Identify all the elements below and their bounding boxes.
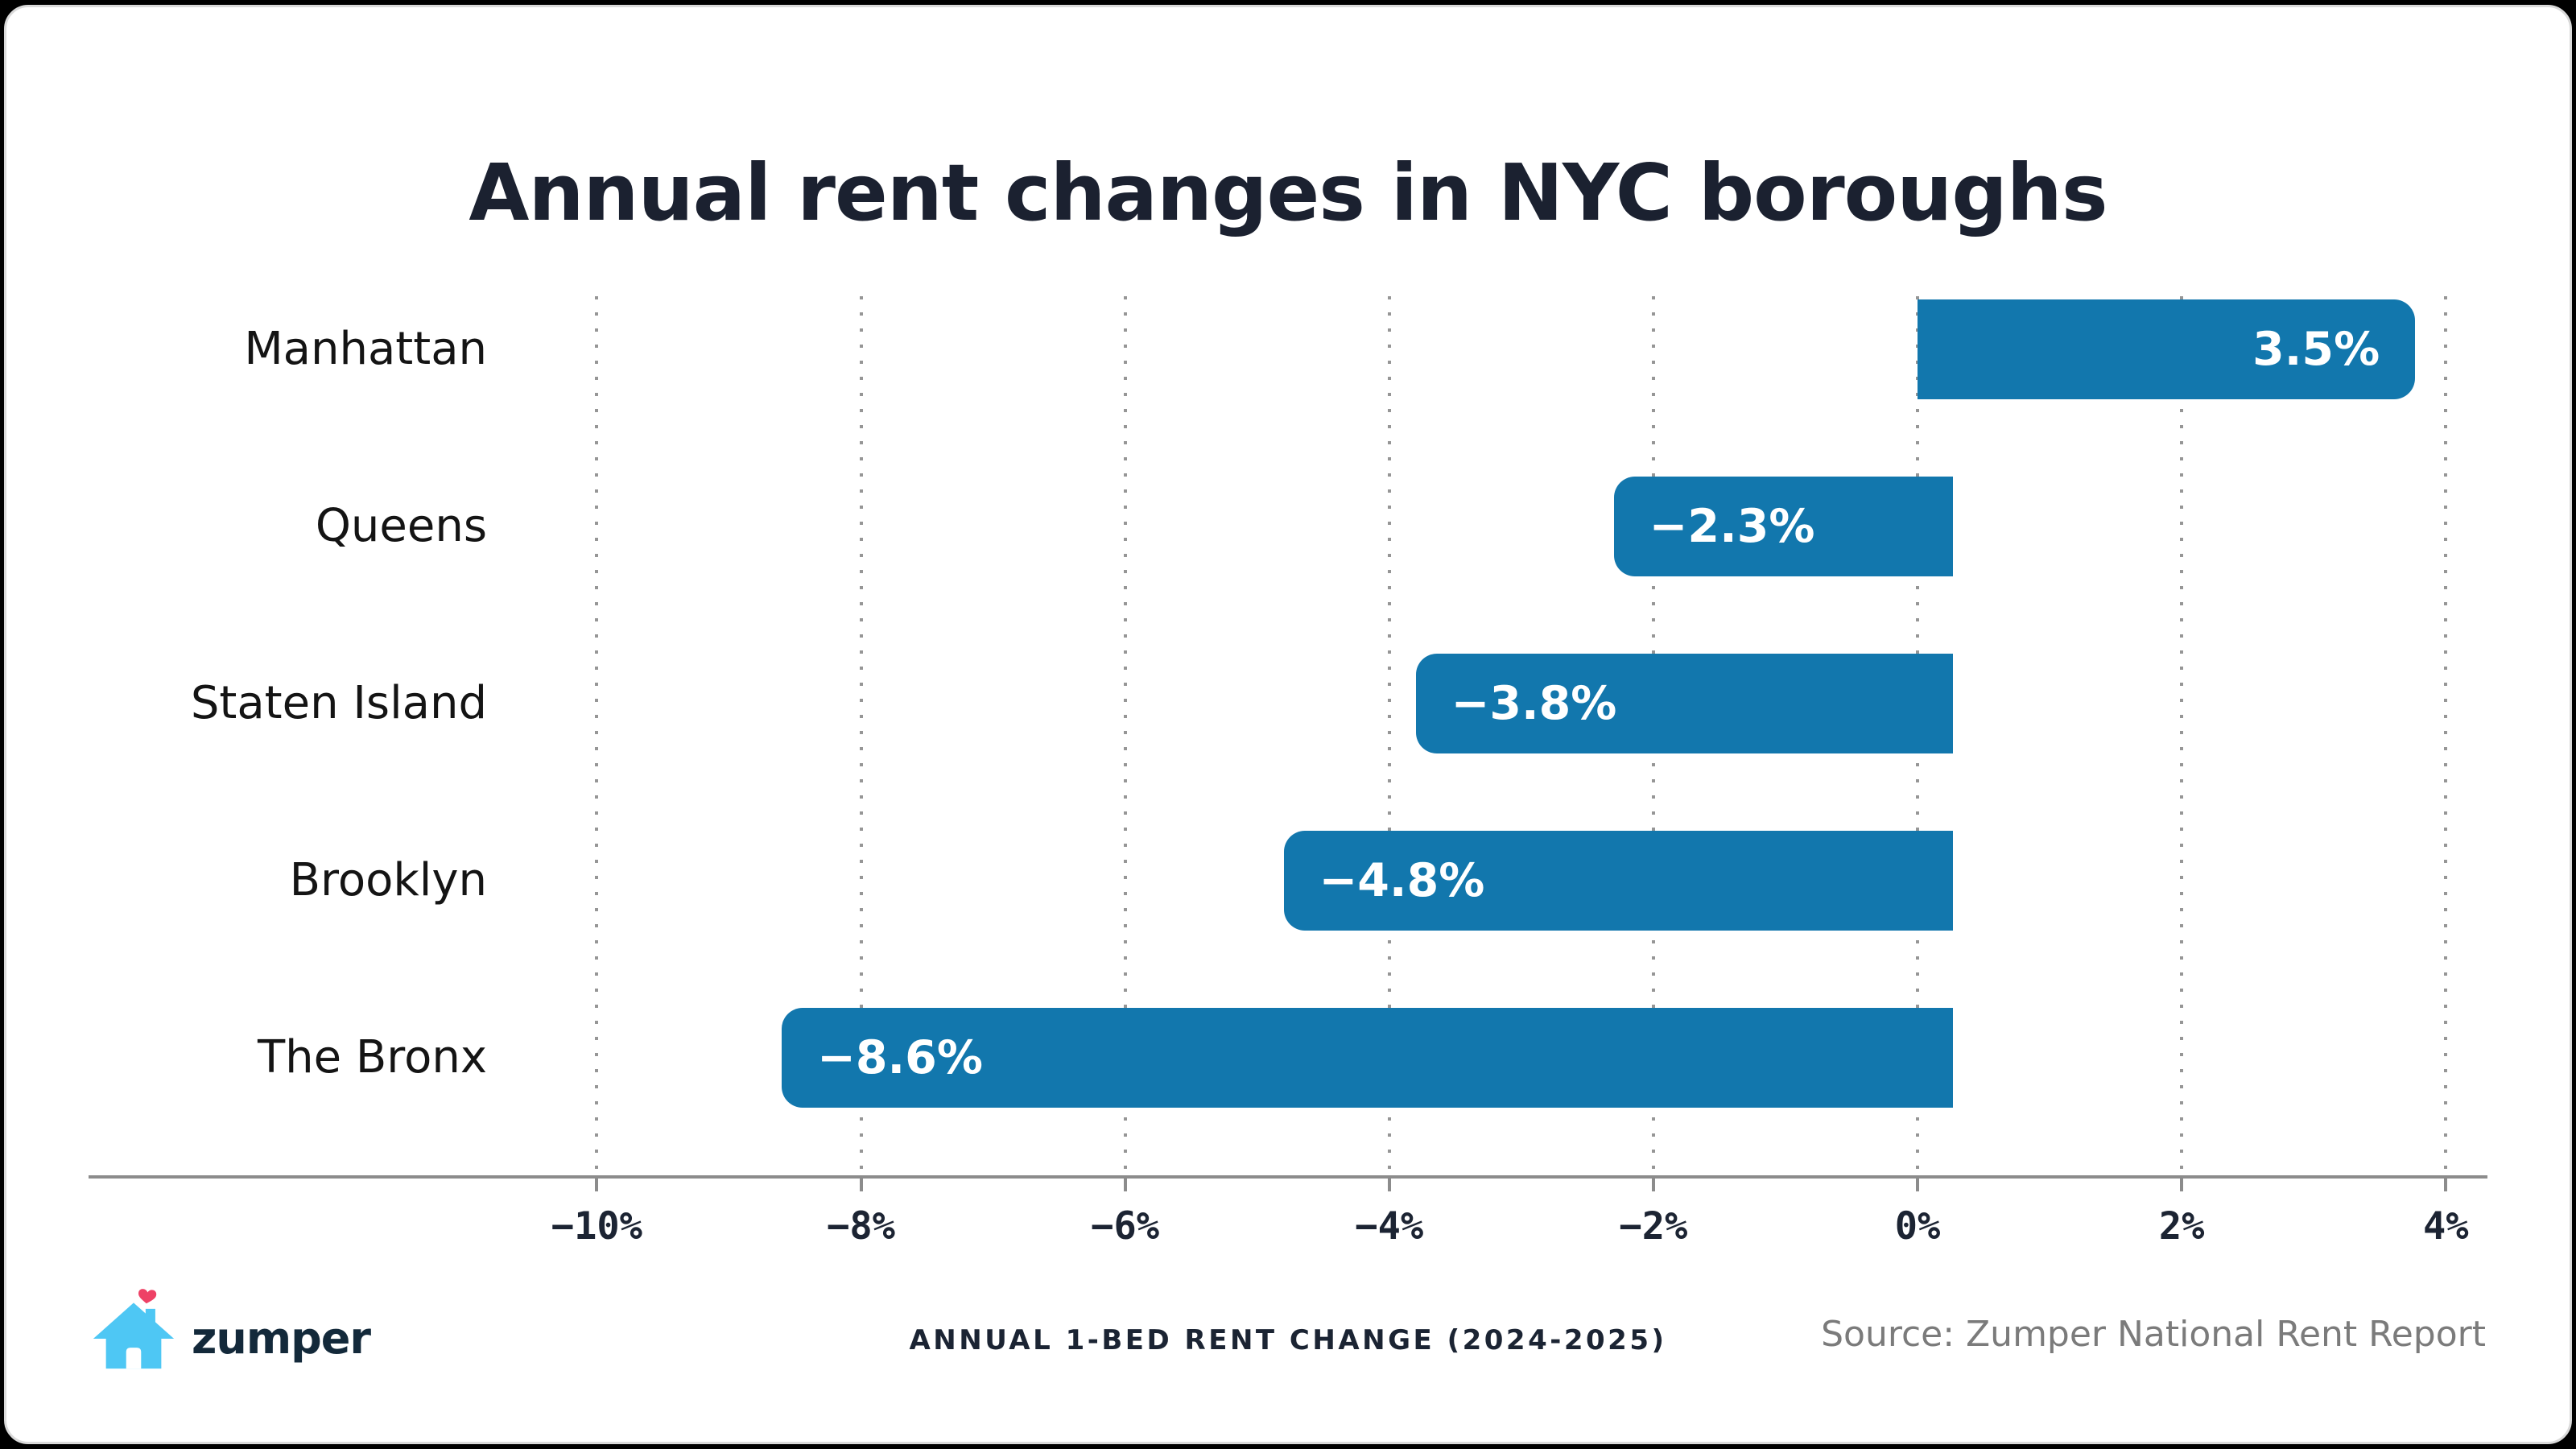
bar-value-label: 3.5% [2252, 323, 2380, 376]
axis-tick [1651, 1179, 1655, 1191]
bar-value-label: −3.8% [1451, 677, 1617, 730]
bar-value-label: −8.6% [817, 1031, 983, 1084]
door-shape [126, 1348, 142, 1369]
axis-tick [1916, 1179, 1919, 1191]
chart-card [4, 5, 2572, 1444]
bar-value-label: −4.8% [1319, 854, 1485, 907]
gridline [1387, 296, 1391, 1177]
brand-logo: zumper [89, 1286, 371, 1370]
category-label: Staten Island [190, 677, 487, 729]
axis-tick [2180, 1179, 2184, 1191]
bar: 3.5% [1918, 299, 2416, 399]
category-label: Queens [315, 500, 487, 552]
x-tick-label: −6% [1091, 1204, 1160, 1249]
gridline [595, 296, 599, 1177]
x-tick-label: 0% [1894, 1204, 1941, 1249]
brand-wordmark: zumper [192, 1313, 371, 1364]
gridline [859, 296, 863, 1177]
axis-tick [2444, 1179, 2448, 1191]
bar: −8.6% [782, 1008, 1953, 1108]
bar: −4.8% [1283, 831, 1953, 931]
x-tick-label: −8% [827, 1204, 895, 1249]
axis-tick [859, 1179, 863, 1191]
category-label: Brooklyn [289, 854, 487, 906]
x-tick-label: 2% [2158, 1204, 2205, 1249]
axis-tick [1123, 1179, 1127, 1191]
x-tick-label: −4% [1355, 1204, 1424, 1249]
chart-title: Annual rent changes in NYC boroughs [469, 147, 2107, 238]
x-tick-label: 4% [2422, 1204, 2469, 1249]
footer-source: Source: Zumper National Rent Report [1821, 1314, 2486, 1355]
category-label: The Bronx [257, 1031, 487, 1084]
heart-icon [138, 1289, 157, 1304]
gridline [2180, 296, 2184, 1177]
x-tick-label: −10% [551, 1204, 642, 1249]
category-label: Manhattan [244, 323, 487, 375]
axis-tick [595, 1179, 599, 1191]
bar: −3.8% [1415, 654, 1953, 753]
x-tick-label: −2% [1619, 1204, 1688, 1249]
gridline [2444, 296, 2448, 1177]
axis-tick [1387, 1179, 1391, 1191]
zumper-house-icon [93, 1289, 175, 1369]
bar: −2.3% [1613, 477, 1953, 576]
footer-caption: ANNUAL 1-BED RENT CHANGE (2024-2025) [909, 1324, 1667, 1356]
gridline [1123, 296, 1127, 1177]
bar-value-label: −2.3% [1649, 500, 1815, 553]
x-axis-line [89, 1175, 2487, 1179]
house-shape [93, 1302, 175, 1369]
